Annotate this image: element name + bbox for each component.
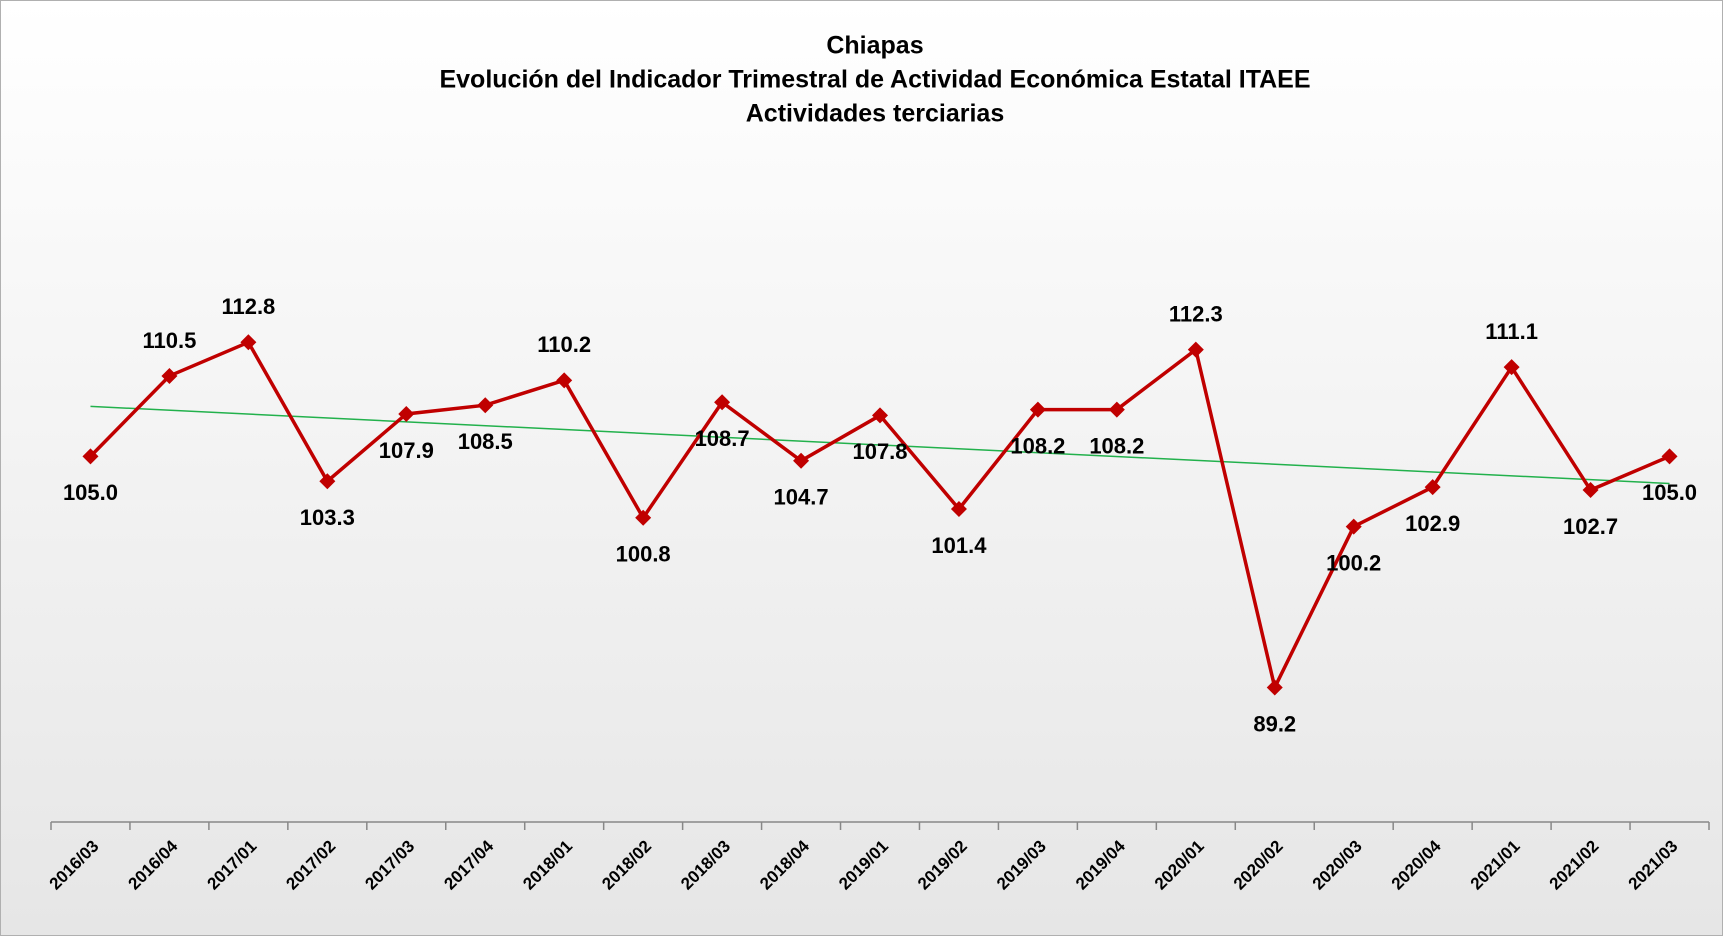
- marker: [319, 473, 336, 490]
- data-label: 110.2: [537, 332, 591, 357]
- marker: [1345, 518, 1362, 535]
- data-label: 108.7: [695, 426, 750, 451]
- data-label: 107.9: [379, 438, 434, 463]
- data-label: 101.4: [931, 533, 987, 558]
- trendline: [90, 405, 1670, 485]
- marker: [714, 394, 731, 411]
- data-label: 102.9: [1405, 511, 1460, 536]
- marker: [872, 407, 888, 424]
- data-label: 102.7: [1563, 514, 1618, 539]
- marker: [1503, 359, 1520, 376]
- marker: [556, 372, 573, 389]
- data-label: 100.8: [616, 542, 671, 567]
- marker: [161, 367, 178, 384]
- data-label: 100.2: [1326, 550, 1381, 575]
- chart-subtitle: Actividades terciarias: [746, 100, 1004, 128]
- marker: [1108, 401, 1125, 418]
- marker: [1582, 482, 1599, 499]
- marker: [240, 334, 257, 351]
- data-label: 108.5: [458, 429, 513, 454]
- marker: [793, 452, 810, 469]
- marker: [1266, 679, 1283, 696]
- marker: [950, 501, 967, 518]
- data-label: 105.0: [1642, 480, 1697, 505]
- data-label: 104.7: [774, 485, 829, 510]
- chart-title: Chiapas: [826, 32, 923, 60]
- marker: [82, 448, 99, 465]
- data-label: 112.3: [1169, 301, 1223, 326]
- data-label: 108.2: [1010, 433, 1065, 458]
- data-label: 107.8: [852, 439, 907, 464]
- data-label: 112.8: [221, 294, 275, 319]
- data-label: 105.0: [63, 480, 118, 505]
- data-label: 89.2: [1253, 711, 1296, 736]
- marker: [1187, 341, 1204, 358]
- marker: [635, 509, 652, 526]
- marker: [1661, 448, 1678, 465]
- marker: [477, 397, 494, 414]
- data-label: 108.2: [1089, 433, 1144, 458]
- data-label: 103.3: [300, 505, 355, 530]
- marker: [1029, 401, 1046, 418]
- marker: [398, 405, 415, 422]
- data-label: 111.1: [1485, 319, 1538, 344]
- data-label: 110.5: [143, 328, 197, 353]
- chart-subtitle: Evolución del Indicador Trimestral de Ac…: [439, 66, 1310, 94]
- marker: [1424, 479, 1441, 496]
